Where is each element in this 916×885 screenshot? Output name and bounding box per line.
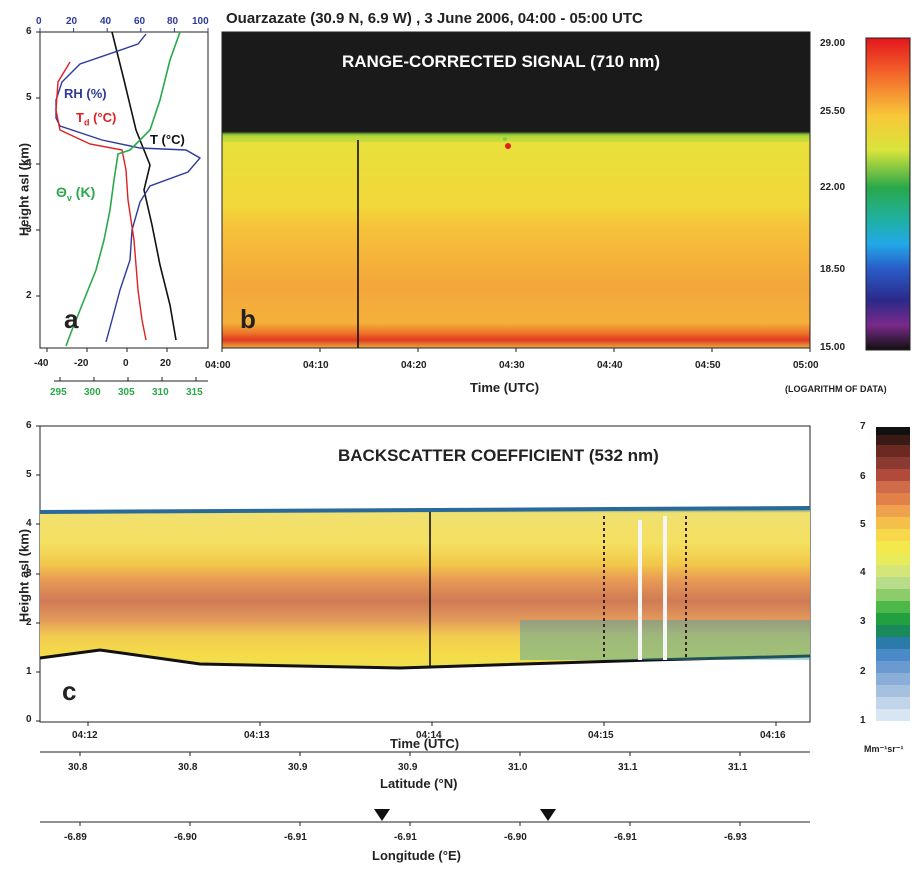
- lat-tick-2: 30.8: [178, 762, 198, 773]
- height-tick-3: 3: [26, 224, 32, 235]
- time-c-0416: 04:16: [760, 730, 786, 741]
- theta-tick-315: 315: [186, 387, 203, 398]
- marker-triangle-2: [540, 809, 556, 821]
- cb-c-tick-6: 6: [860, 471, 866, 482]
- temp-tick-20: 20: [160, 358, 172, 369]
- time-c-0412: 04:12: [72, 730, 98, 741]
- marker-triangle-1: [374, 809, 390, 821]
- cb-b-tick-18: 18.50: [820, 264, 846, 275]
- rh-tick-20: 20: [66, 16, 78, 27]
- cb-b-tick-25: 25.50: [820, 106, 846, 117]
- panel-a-letter: a: [64, 304, 79, 334]
- cb-c-tick-5: 5: [860, 519, 866, 530]
- dewpoint-label: Td (°C): [76, 110, 117, 128]
- cb-c-tick-4: 4: [860, 567, 866, 578]
- lat-tick-7: 31.1: [728, 762, 748, 773]
- time-b-0450: 04:50: [695, 360, 721, 371]
- panel-c-letter: c: [62, 676, 77, 706]
- panel-b-letter: b: [240, 304, 256, 334]
- time-b-0410: 04:10: [303, 360, 329, 371]
- time-b-0400: 04:00: [205, 360, 231, 371]
- time-b-0440: 04:40: [597, 360, 623, 371]
- theta-tick-310: 310: [152, 387, 169, 398]
- time-b-0500: 05:00: [793, 360, 819, 371]
- panel-b-xlabel: Time (UTC): [470, 380, 540, 395]
- panel-c-title: BACKSCATTER COEFFICIENT (532 nm): [338, 446, 659, 465]
- cb-c-tick-7: 7: [860, 421, 866, 432]
- theta-v-label: Θv (K): [56, 184, 96, 203]
- rh-profile: [55, 33, 202, 343]
- lat-tick-5: 31.0: [508, 762, 528, 773]
- figure-title: Ouarzazate (30.9 N, 6.9 W) , 3 June 2006…: [226, 10, 643, 27]
- time-b-0430: 04:30: [499, 360, 525, 371]
- panel-c-xlabel: Time (UTC): [390, 736, 460, 751]
- cb-b-tick-15: 15.00: [820, 342, 846, 353]
- c-height-2: 2: [26, 617, 32, 628]
- lon-tick-5: -6.90: [504, 832, 527, 843]
- lon-tick-6: -6.91: [614, 832, 637, 843]
- cb-c-tick-1: 1: [860, 715, 866, 726]
- temperature-label: T (°C): [150, 132, 185, 147]
- theta-tick-305: 305: [118, 387, 135, 398]
- rh-tick-40: 40: [100, 16, 112, 27]
- c-height-1: 1: [26, 666, 32, 677]
- temp-tick-m40: -40: [34, 358, 49, 369]
- panel-c-ylabel: Height asl (km): [16, 528, 32, 623]
- lat-tick-4: 30.9: [398, 762, 418, 773]
- latitude-axis-line: [40, 751, 810, 756]
- height-tick-4: 4: [26, 158, 32, 169]
- rh-label: RH (%): [64, 86, 107, 101]
- lon-tick-4: -6.91: [394, 832, 417, 843]
- theta-v-profile: [65, 31, 181, 347]
- panel-a-profile-plot: [36, 28, 209, 382]
- theta-tick-300: 300: [84, 387, 101, 398]
- time-c-0413: 04:13: [244, 730, 270, 741]
- lat-tick-1: 30.8: [68, 762, 88, 773]
- rh-tick-60: 60: [134, 16, 146, 27]
- height-tick-2: 2: [26, 290, 32, 301]
- lon-tick-3: -6.91: [284, 832, 307, 843]
- cb-b-tick-29: 29.00: [820, 38, 846, 49]
- colorbar-b: [865, 37, 911, 351]
- height-tick-6: 6: [26, 26, 32, 37]
- latitude-label: Latitude (°N): [380, 776, 458, 791]
- lat-tick-3: 30.9: [288, 762, 308, 773]
- rh-tick-100: 100: [192, 16, 209, 27]
- longitude-axis-line: [40, 821, 810, 826]
- c-height-3: 3: [26, 568, 32, 579]
- lon-tick-2: -6.90: [174, 832, 197, 843]
- cb-c-tick-3: 3: [860, 616, 866, 627]
- lon-tick-1: -6.89: [64, 832, 87, 843]
- temp-tick-0: 0: [123, 358, 129, 369]
- colorbar-c-unit: Mm⁻¹sr⁻¹: [864, 744, 904, 754]
- time-c-0415: 04:15: [588, 730, 614, 741]
- rh-tick-0: 0: [36, 16, 42, 27]
- c-height-6: 6: [26, 420, 32, 431]
- height-tick-5: 5: [26, 92, 32, 103]
- panel-a-ylabel: Height asl (km): [16, 142, 32, 237]
- colorbar-c: [876, 427, 910, 721]
- time-b-0420: 04:20: [401, 360, 427, 371]
- panel-c-backscatter-image: [36, 425, 811, 726]
- longitude-label: Longitude (°E): [372, 848, 461, 863]
- cb-c-tick-2: 2: [860, 666, 866, 677]
- dewpoint-profile: [55, 61, 147, 341]
- temperature-profile: [111, 31, 177, 341]
- c-height-4: 4: [26, 518, 32, 529]
- lat-tick-6: 31.1: [618, 762, 638, 773]
- colorbar-b-label: (LOGARITHM OF DATA): [785, 384, 887, 394]
- lon-tick-7: -6.93: [724, 832, 747, 843]
- panel-b-signal-image: [221, 31, 811, 352]
- temp-tick-m20: -20: [74, 358, 89, 369]
- c-height-5: 5: [26, 469, 32, 480]
- time-c-0414: 04:14: [416, 730, 442, 741]
- cb-b-tick-22: 22.00: [820, 182, 846, 193]
- theta-tick-295: 295: [50, 387, 67, 398]
- rh-tick-80: 80: [167, 16, 179, 27]
- panel-b-title: RANGE-CORRECTED SIGNAL (710 nm): [342, 52, 660, 71]
- c-height-0: 0: [26, 714, 32, 725]
